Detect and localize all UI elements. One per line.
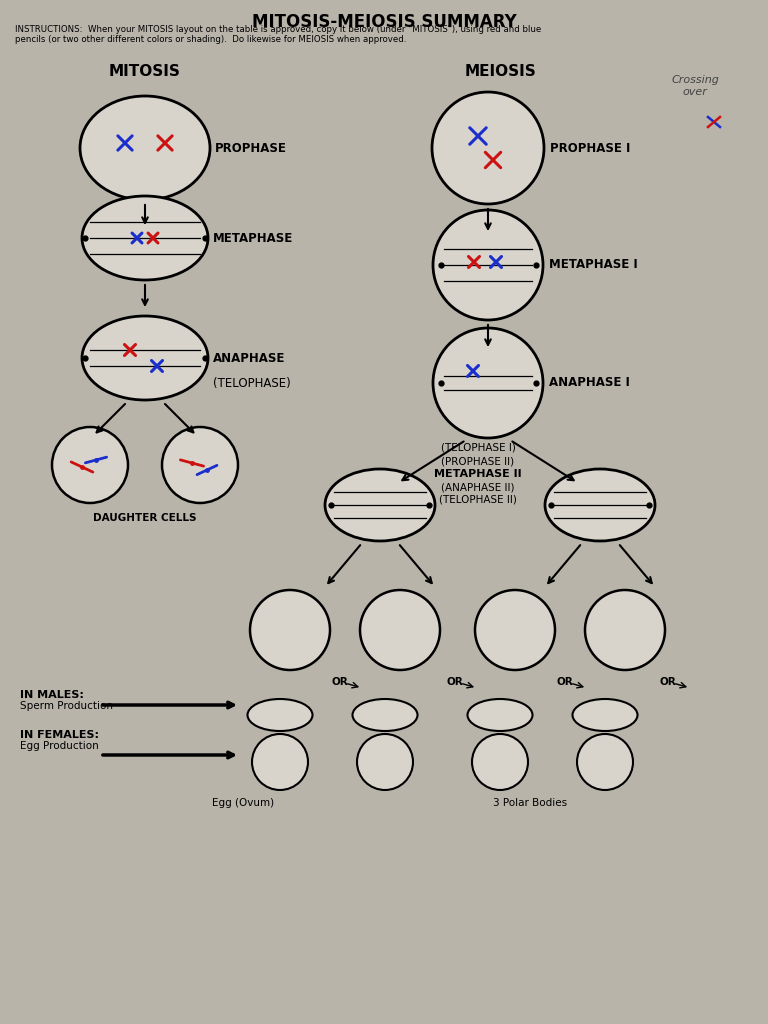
Text: METAPHASE II: METAPHASE II xyxy=(434,469,521,479)
Ellipse shape xyxy=(82,196,208,280)
Circle shape xyxy=(433,210,543,319)
Ellipse shape xyxy=(572,699,637,731)
Text: DAUGHTER CELLS: DAUGHTER CELLS xyxy=(93,513,197,523)
Ellipse shape xyxy=(468,699,532,731)
Ellipse shape xyxy=(80,96,210,200)
Text: Sperm Production: Sperm Production xyxy=(20,701,113,711)
Circle shape xyxy=(475,590,555,670)
Circle shape xyxy=(577,734,633,790)
Text: (PROPHASE II): (PROPHASE II) xyxy=(442,456,515,466)
Ellipse shape xyxy=(545,469,655,541)
Ellipse shape xyxy=(325,469,435,541)
Circle shape xyxy=(52,427,128,503)
Circle shape xyxy=(585,590,665,670)
Text: INSTRUCTIONS:  When your MITOSIS layout on the table is approved, copy it below : INSTRUCTIONS: When your MITOSIS layout o… xyxy=(15,25,541,44)
Text: OR: OR xyxy=(660,677,677,687)
Text: (TELOPHASE): (TELOPHASE) xyxy=(213,378,291,390)
Text: 3 Polar Bodies: 3 Polar Bodies xyxy=(493,798,567,808)
Text: MITOSIS: MITOSIS xyxy=(109,63,181,79)
Text: PROPHASE I: PROPHASE I xyxy=(550,141,631,155)
Circle shape xyxy=(472,734,528,790)
Ellipse shape xyxy=(353,699,418,731)
Text: IN FEMALES:: IN FEMALES: xyxy=(20,730,99,740)
Circle shape xyxy=(357,734,413,790)
Circle shape xyxy=(250,590,330,670)
Text: IN MALES:: IN MALES: xyxy=(20,690,84,700)
Text: ANAPHASE: ANAPHASE xyxy=(213,351,286,365)
Text: OR: OR xyxy=(447,677,463,687)
Text: Egg Production: Egg Production xyxy=(20,741,99,751)
Text: METAPHASE: METAPHASE xyxy=(213,231,293,245)
Text: PROPHASE: PROPHASE xyxy=(215,141,287,155)
Text: MITOSIS-MEIOSIS SUMMARY: MITOSIS-MEIOSIS SUMMARY xyxy=(252,13,516,31)
Text: (TELOPHASE I): (TELOPHASE I) xyxy=(441,443,515,453)
Text: (TELOPHASE II): (TELOPHASE II) xyxy=(439,495,517,505)
Text: Egg (Ovum): Egg (Ovum) xyxy=(212,798,274,808)
Circle shape xyxy=(162,427,238,503)
Circle shape xyxy=(432,92,544,204)
Ellipse shape xyxy=(82,316,208,400)
Circle shape xyxy=(252,734,308,790)
Text: OR: OR xyxy=(332,677,349,687)
Text: OR: OR xyxy=(557,677,574,687)
Text: ANAPHASE I: ANAPHASE I xyxy=(549,377,630,389)
Text: (ANAPHASE II): (ANAPHASE II) xyxy=(442,482,515,492)
Text: METAPHASE I: METAPHASE I xyxy=(549,258,637,271)
Circle shape xyxy=(433,328,543,438)
Ellipse shape xyxy=(247,699,313,731)
Text: MEIOSIS: MEIOSIS xyxy=(464,63,536,79)
Text: Crossing
over: Crossing over xyxy=(671,75,719,96)
Circle shape xyxy=(360,590,440,670)
